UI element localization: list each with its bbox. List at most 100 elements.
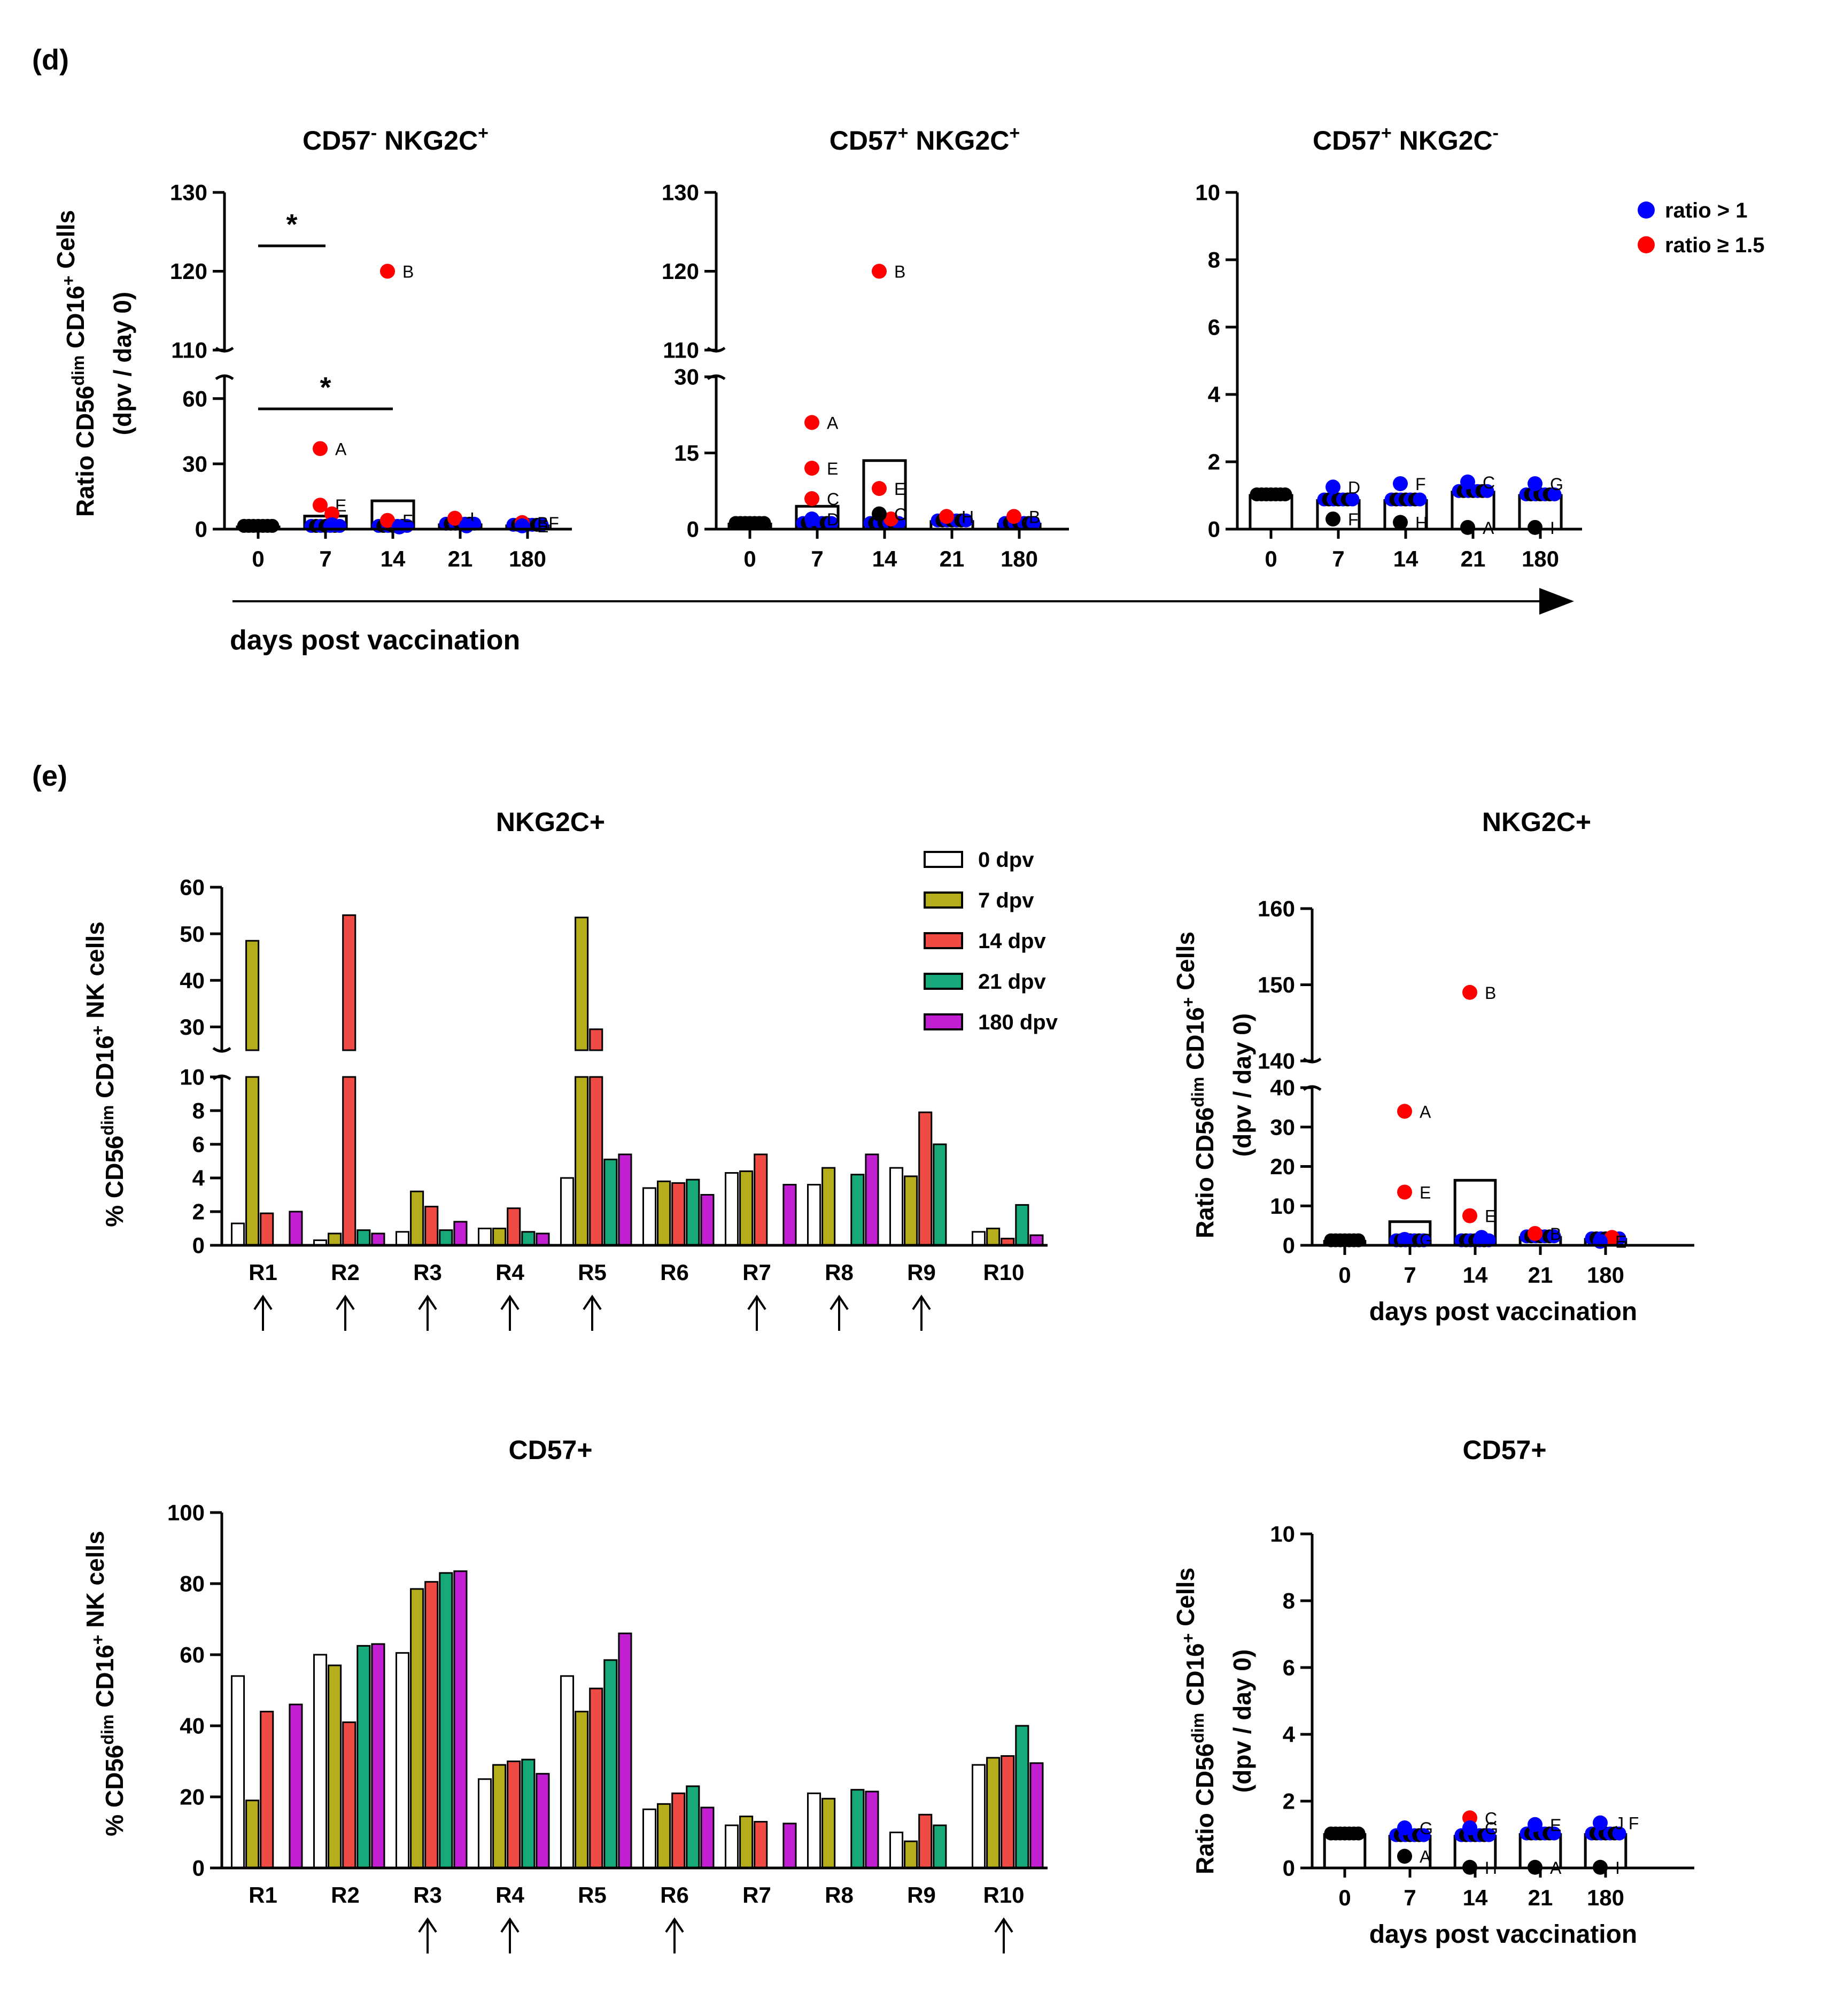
d3-point-label: D [1348,478,1360,497]
d2-point-label: E [827,459,838,478]
d2-xtick-label: 14 [872,546,897,571]
d1-ytick-label: 60 [182,386,207,411]
e3-bar [904,1840,918,1869]
d3-point [1480,484,1494,498]
d1-point [324,506,339,522]
d2-point [939,509,954,524]
e1-xtick-label: R8 [825,1260,854,1285]
e3-bar [1029,1762,1044,1869]
d3-xtick-label: 0 [1265,546,1277,571]
e1-arrow-head [912,1294,931,1311]
e1-xtick-label: R6 [660,1260,689,1285]
legend-d-marker [1638,201,1655,219]
e1-ytick-label: 30 [180,1014,205,1040]
d1-point-label: A [335,439,347,459]
e3-bar [439,1572,453,1869]
e1-bar [575,1076,589,1246]
e3-bar [424,1581,439,1869]
e4-point [1528,1817,1543,1832]
e1-ytick-label: 8 [192,1098,205,1123]
d2-point-label: B [1029,507,1040,526]
d3-point-label: C [1483,473,1495,492]
e1-bar [865,1153,879,1246]
d3-point-label: G [1550,475,1563,494]
e3-arrow-head [500,1917,520,1933]
legend-d-label: ratio ≥ 1.5 [1665,234,1764,257]
e1-bar [807,1184,821,1246]
panel-e-label: (e) [32,760,67,792]
e2-point [1351,1233,1366,1247]
e3-bar [657,1803,671,1869]
d3-point-label: F [1348,510,1359,529]
timeline-arrow-head [1539,588,1574,615]
e4-point [1482,1828,1496,1842]
e1-bar [589,1076,603,1246]
e3-bar [328,1664,342,1869]
e1-bar [724,1172,739,1246]
d3-point-label: F [1415,475,1426,494]
d1-title: CD57- NKG2C+ [303,123,489,156]
legend-e-swatch [924,932,963,949]
d1-significance-star: * [320,371,331,404]
e1-bar [575,917,589,1051]
d2-point [757,516,771,530]
e4-ytick-label: 6 [1283,1655,1295,1680]
e1-ytick-label: 60 [180,875,205,900]
d3-point [1278,487,1292,501]
e2-xtick-label: 21 [1528,1262,1553,1288]
e2-ylabel-line2: (dpv / day 0) [1228,1013,1256,1157]
e2-xlabel: days post vaccination [1369,1298,1638,1326]
d-ylabel: Ratio CD56dim CD16+ Cells [52,210,99,517]
d1-significance-star: * [286,208,297,241]
e4-ytick-label: 4 [1283,1722,1296,1747]
e3-xtick-label: R3 [413,1882,442,1908]
d1-point-label: B [402,262,414,282]
e3-bar [618,1632,632,1869]
d2-xtick-label: 7 [811,546,823,571]
e3-bar [410,1588,424,1869]
e2-point [1416,1233,1431,1247]
d3-point [1326,479,1340,495]
legend-e-label: 7 dpv [978,889,1034,912]
e2-point [1397,1104,1412,1119]
legend-e-label: 0 dpv [978,848,1034,872]
e1-ylabel: % CD56dim CD16+ NK cells [81,921,128,1227]
e4-point [1462,1820,1477,1835]
e3-xtick-label: R6 [660,1882,689,1908]
d2-ytick-label: 120 [662,259,699,284]
d1-ytick-label: 0 [195,517,207,542]
e1-xtick-label: R2 [331,1260,360,1285]
e1-arrow-head [336,1294,355,1311]
d2-point-label: D [827,510,839,529]
d1-axis-break [215,374,234,381]
e1-bar [986,1228,1001,1246]
d2-point-label: C [827,490,839,509]
d3-xtick-label: 180 [1522,546,1559,571]
e3-bar [986,1757,1001,1869]
e3-bar [754,1821,768,1869]
e3-arrow-head [665,1917,684,1933]
panel-d-label: (d) [32,44,69,76]
e3-bar [642,1808,657,1869]
e1-axis-break [212,1046,231,1053]
e1-title: NKG2C+ [496,807,605,837]
e2-ytick-label: 150 [1258,972,1295,997]
e3-bar [1001,1755,1015,1869]
e1-bar [342,914,356,1051]
d1-point [392,519,407,534]
e4-point [1416,1828,1431,1842]
e1-bar [971,1231,986,1246]
e1-ytick-label: 50 [180,921,205,947]
e3-bar [865,1790,879,1869]
legend-e-swatch [924,1013,963,1030]
e1-bar [889,1167,904,1246]
d1-point-label: I [470,509,475,529]
e1-xtick-label: R1 [249,1260,277,1285]
d1-xtick-label: 7 [319,546,331,571]
d3-ytick-label: 0 [1208,517,1220,542]
e4-point [1397,1849,1412,1864]
e4-point-label: J F [1615,1814,1639,1833]
e4-point-label: C [1485,1809,1497,1828]
e3-bar [560,1675,575,1869]
d2-xtick-label: 0 [743,546,756,571]
